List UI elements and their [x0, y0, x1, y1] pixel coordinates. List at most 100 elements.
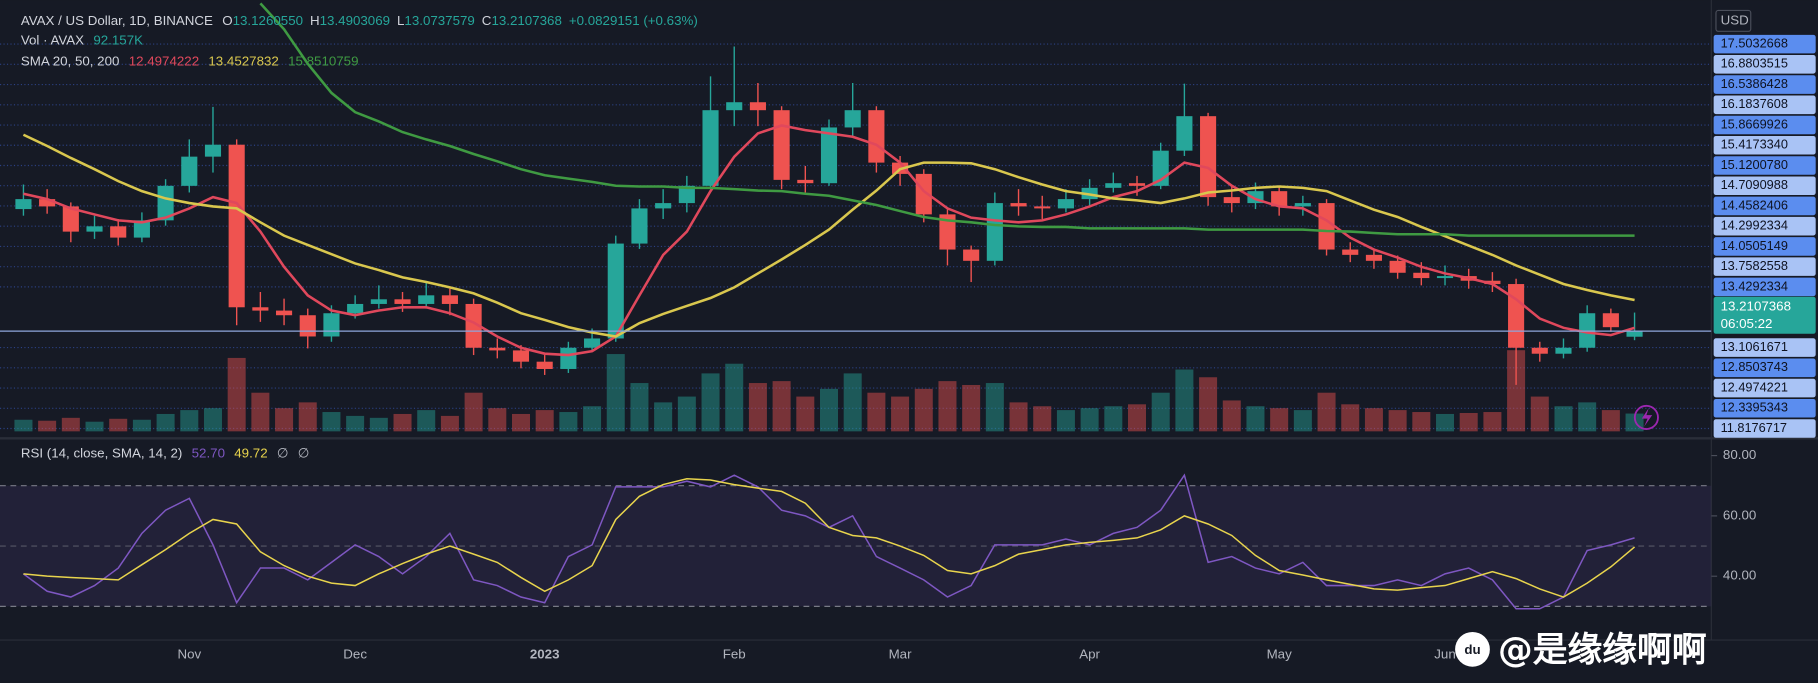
price-label-box — [1713, 156, 1816, 175]
candle-body — [631, 208, 648, 244]
sma-line — [259, 2, 1635, 237]
volume-bar — [251, 392, 270, 432]
ohlc-key: O — [222, 12, 232, 27]
alert-icon[interactable] — [1633, 404, 1659, 430]
price-label-box — [1713, 419, 1816, 438]
candle-body — [844, 110, 861, 128]
volume-bar — [1151, 392, 1170, 432]
rsi-tick-label: 80.00 — [1723, 447, 1756, 462]
current-price-label: 13.2107368 — [1721, 299, 1791, 314]
candle-body — [986, 203, 1003, 261]
volume-bar — [843, 373, 862, 432]
volume-bar — [748, 383, 767, 432]
volume-bar — [1222, 400, 1241, 432]
sma-line — [22, 133, 1635, 338]
candle-body — [1128, 183, 1146, 186]
candle-body — [868, 110, 885, 163]
price-label-box — [1713, 216, 1816, 236]
ohlc-key: L — [397, 12, 404, 27]
volume-bar — [511, 413, 530, 432]
symbol-title: AVAX / US Dollar, 1D, BINANCE — [21, 12, 213, 27]
volume-bar — [1459, 412, 1478, 432]
candle-body — [1318, 203, 1335, 250]
price-label: 12.4974221 — [1721, 379, 1788, 394]
price-label-box — [1713, 257, 1816, 276]
candle-body — [1342, 249, 1359, 255]
candle-body — [1247, 191, 1264, 204]
price-label-box — [1713, 358, 1816, 378]
price-label-box — [1713, 75, 1816, 94]
volume-bar — [464, 392, 483, 432]
candle-body — [157, 185, 174, 221]
price-label: 14.7090988 — [1721, 177, 1788, 192]
volume-bar — [1009, 402, 1028, 432]
price-label: 15.1200780 — [1721, 157, 1788, 172]
sma-line — [23, 124, 1635, 357]
volume-bar — [725, 363, 744, 432]
price-label: 13.1061671 — [1721, 339, 1788, 354]
volume-bar — [1412, 412, 1431, 432]
candle-body — [252, 307, 269, 311]
volume-bar — [85, 421, 104, 432]
volume-bar — [393, 413, 412, 432]
candle-body — [465, 303, 482, 348]
currency-box — [1715, 9, 1752, 32]
candle-body — [489, 347, 506, 351]
volume-bar — [1554, 406, 1573, 432]
volume-bar — [1530, 396, 1549, 432]
candle-body — [749, 102, 766, 111]
candle-body — [1034, 206, 1051, 209]
volume-bar — [938, 381, 957, 432]
candle-body — [133, 220, 150, 238]
rsi-pane — [0, 473, 1712, 610]
price-label-box — [1713, 338, 1816, 357]
candle-body — [1271, 191, 1288, 207]
volume-bar — [322, 412, 341, 432]
volume-bar — [1507, 350, 1526, 432]
candle-body — [560, 347, 577, 369]
volume-bar — [1056, 410, 1075, 432]
candle-body — [915, 173, 932, 215]
candle-body — [39, 199, 56, 207]
rsi-value: 49.72 — [234, 445, 267, 460]
sma-value: 12.4974222 — [129, 53, 199, 68]
candle-body — [1105, 183, 1122, 188]
volume-bar — [891, 396, 910, 432]
volume-bar — [180, 410, 199, 432]
candle-body — [797, 179, 814, 184]
x-tick-label: Apr — [1079, 647, 1100, 662]
volume-bar — [298, 402, 317, 432]
candle-body — [62, 206, 79, 232]
x-tick-label: 2023 — [530, 647, 560, 662]
price-label: 14.2992334 — [1721, 218, 1788, 233]
price-label-box — [1713, 135, 1816, 155]
candle-body — [181, 156, 198, 186]
candle-body — [1223, 197, 1240, 204]
candle-body — [276, 310, 293, 316]
volume-bar — [346, 415, 365, 432]
candle-body — [1413, 272, 1430, 279]
rsi-value: ∅ — [277, 445, 289, 460]
price-label: 13.4292334 — [1721, 278, 1788, 293]
sma-value: 13.4527832 — [208, 53, 278, 68]
candle-body — [418, 295, 435, 304]
price-label-box — [1713, 176, 1816, 196]
volume-bar — [417, 410, 436, 432]
x-tick-label: Jun — [1434, 647, 1456, 662]
price-label: 12.3395343 — [1721, 400, 1788, 415]
candle-body — [820, 127, 838, 184]
watermark-icon — [1455, 631, 1490, 667]
volume-bar — [559, 412, 578, 432]
current-price-box — [1713, 296, 1816, 334]
symbol-legend: AVAX / US Dollar, 1D, BINANCE O13.1260550… — [21, 12, 698, 27]
price-label: 15.8669926 — [1721, 116, 1788, 131]
volume-bar — [38, 420, 57, 432]
volume-bar — [1104, 406, 1123, 432]
rsi-value: 52.70 — [192, 445, 225, 460]
volume-bar — [132, 419, 151, 432]
volume-bar — [1317, 392, 1336, 432]
volume-bar — [1080, 408, 1099, 432]
price-label: 14.0505149 — [1721, 238, 1788, 253]
volume-bar — [1293, 410, 1312, 432]
